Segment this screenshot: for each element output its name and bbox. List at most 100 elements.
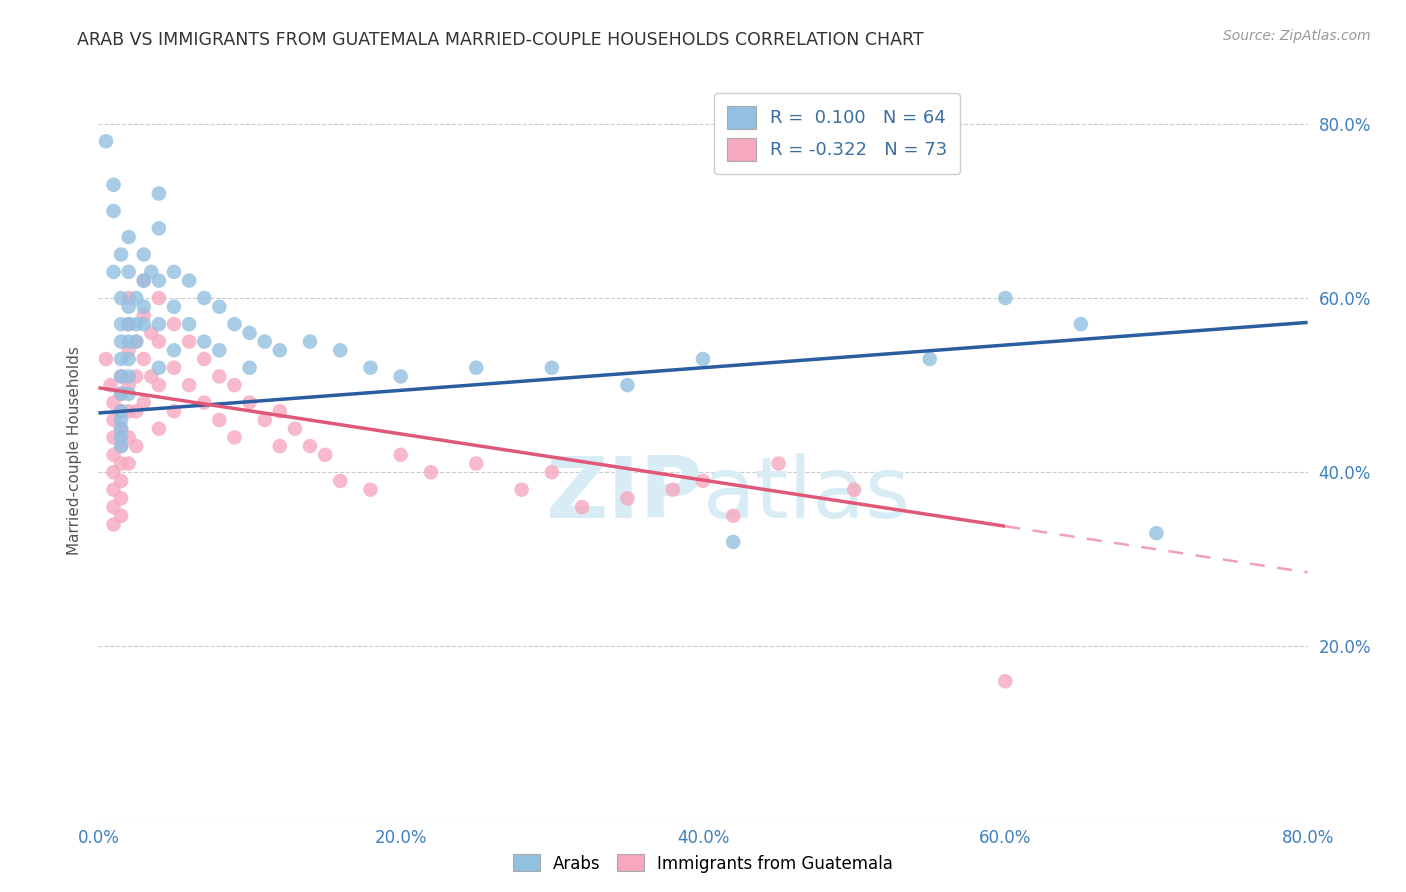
Legend: Arabs, Immigrants from Guatemala: Arabs, Immigrants from Guatemala (506, 847, 900, 880)
Point (239, 395, 262, 409)
Point (132, 351, 155, 366)
Point (94, 134, 117, 148)
Point (329, 474, 352, 488)
Point (465, 457, 488, 471)
Point (148, 334, 170, 349)
Point (329, 343, 352, 358)
Point (125, 317, 148, 331)
Point (118, 343, 141, 358)
Point (616, 491, 638, 506)
Point (110, 457, 132, 471)
Point (103, 483, 125, 497)
Point (389, 369, 412, 384)
Text: ARAB VS IMMIGRANTS FROM GUATEMALA MARRIED-COUPLE HOUSEHOLDS CORRELATION CHART: ARAB VS IMMIGRANTS FROM GUATEMALA MARRIE… (77, 31, 924, 49)
Point (118, 230, 141, 244)
Point (692, 351, 714, 366)
Point (723, 508, 745, 523)
Point (661, 483, 683, 497)
Point (141, 265, 163, 279)
Point (100, 378, 122, 392)
Point (163, 300, 186, 314)
Point (284, 422, 307, 436)
Point (224, 378, 246, 392)
Point (148, 360, 170, 375)
Point (253, 413, 276, 427)
Point (125, 439, 148, 453)
Point (103, 203, 125, 218)
Point (314, 448, 336, 462)
Point (110, 404, 132, 418)
Point (269, 404, 291, 418)
Point (510, 483, 533, 497)
Point (299, 334, 322, 349)
Point (179, 378, 201, 392)
Point (994, 291, 1017, 305)
Point (163, 404, 186, 418)
Point (94, 351, 117, 366)
Point (360, 483, 382, 497)
Point (132, 274, 155, 288)
Point (110, 430, 132, 444)
Point (125, 404, 148, 418)
Point (110, 387, 132, 401)
Point (465, 360, 488, 375)
Point (118, 369, 141, 384)
Y-axis label: Married-couple Households: Married-couple Households (66, 346, 82, 555)
Point (110, 413, 132, 427)
Point (616, 378, 638, 392)
Point (269, 439, 291, 453)
Point (179, 274, 201, 288)
Point (208, 300, 231, 314)
Point (103, 178, 125, 192)
Point (918, 351, 941, 366)
Point (132, 300, 155, 314)
Point (110, 291, 132, 305)
Point (110, 474, 132, 488)
Point (118, 430, 141, 444)
Point (540, 465, 562, 479)
Point (141, 326, 163, 340)
Point (692, 474, 714, 488)
Point (132, 317, 155, 331)
Point (103, 448, 125, 462)
Point (110, 334, 132, 349)
Point (148, 186, 170, 201)
Point (110, 404, 132, 418)
Point (148, 221, 170, 235)
Point (103, 465, 125, 479)
Point (148, 378, 170, 392)
Point (571, 500, 593, 514)
Point (163, 317, 186, 331)
Point (103, 265, 125, 279)
Point (118, 404, 141, 418)
Point (239, 326, 262, 340)
Text: atlas: atlas (703, 453, 911, 536)
Point (844, 483, 866, 497)
Point (118, 387, 141, 401)
Point (163, 360, 186, 375)
Point (239, 360, 262, 375)
Point (118, 378, 141, 392)
Point (132, 309, 155, 323)
Point (125, 334, 148, 349)
Text: Source: ZipAtlas.com: Source: ZipAtlas.com (1223, 29, 1371, 43)
Point (208, 343, 231, 358)
Point (118, 265, 141, 279)
Point (110, 369, 132, 384)
Point (179, 317, 201, 331)
Point (103, 413, 125, 427)
Point (994, 674, 1017, 689)
Point (110, 247, 132, 261)
Point (224, 430, 246, 444)
Point (148, 317, 170, 331)
Point (118, 300, 141, 314)
Point (224, 317, 246, 331)
Point (179, 334, 201, 349)
Point (118, 317, 141, 331)
Point (118, 351, 141, 366)
Point (125, 334, 148, 349)
Point (118, 334, 141, 349)
Point (141, 369, 163, 384)
Point (110, 387, 132, 401)
Point (253, 334, 276, 349)
